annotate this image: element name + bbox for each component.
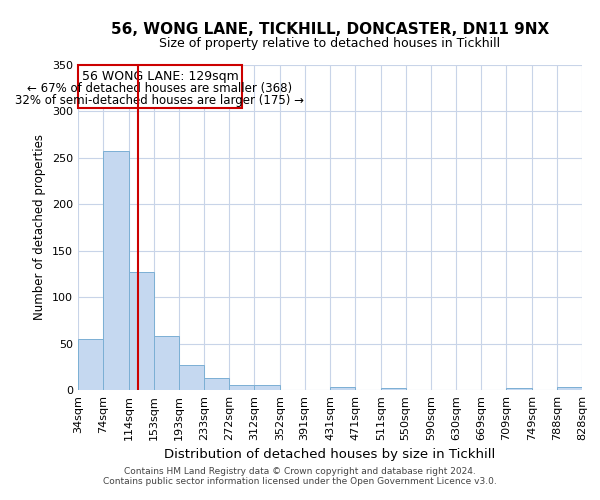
Bar <box>103 152 129 390</box>
Text: Contains public sector information licensed under the Open Government Licence v3: Contains public sector information licen… <box>103 477 497 486</box>
Bar <box>381 388 406 390</box>
Bar <box>229 386 254 390</box>
Y-axis label: Number of detached properties: Number of detached properties <box>34 134 46 320</box>
Text: 56 WONG LANE: 129sqm: 56 WONG LANE: 129sqm <box>82 70 238 82</box>
Text: Size of property relative to detached houses in Tickhill: Size of property relative to detached ho… <box>160 38 500 51</box>
Text: ← 67% of detached houses are smaller (368): ← 67% of detached houses are smaller (36… <box>28 82 292 94</box>
Text: 32% of semi-detached houses are larger (175) →: 32% of semi-detached houses are larger (… <box>16 94 304 107</box>
Bar <box>557 387 582 390</box>
Bar <box>330 387 355 390</box>
Bar <box>205 378 229 390</box>
Bar <box>506 388 532 390</box>
Text: 56, WONG LANE, TICKHILL, DONCASTER, DN11 9NX: 56, WONG LANE, TICKHILL, DONCASTER, DN11… <box>111 22 549 38</box>
Bar <box>129 272 154 390</box>
X-axis label: Distribution of detached houses by size in Tickhill: Distribution of detached houses by size … <box>164 448 496 462</box>
FancyBboxPatch shape <box>78 65 242 108</box>
Bar <box>254 386 280 390</box>
Text: Contains HM Land Registry data © Crown copyright and database right 2024.: Contains HM Land Registry data © Crown c… <box>124 467 476 476</box>
Bar <box>154 336 179 390</box>
Bar <box>179 365 205 390</box>
Bar <box>78 339 103 390</box>
